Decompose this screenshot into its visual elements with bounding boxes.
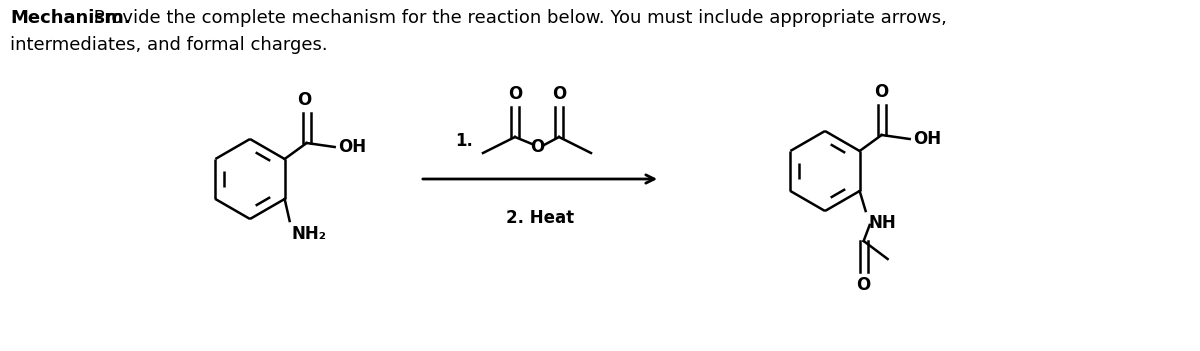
Text: 1.: 1.	[455, 132, 473, 150]
Text: NH: NH	[869, 214, 896, 232]
Text: OH: OH	[337, 138, 366, 156]
Text: NH₂: NH₂	[292, 225, 326, 243]
Text: O: O	[552, 85, 566, 103]
Text: 2. Heat: 2. Heat	[506, 209, 574, 227]
Text: O: O	[508, 85, 522, 103]
Text: OH: OH	[913, 130, 941, 148]
Text: O: O	[530, 138, 544, 156]
Text: O: O	[298, 91, 312, 109]
Text: intermediates, and formal charges.: intermediates, and formal charges.	[10, 36, 328, 54]
Text: O: O	[875, 83, 889, 101]
Text: O: O	[857, 276, 871, 294]
Text: Mechanism.: Mechanism.	[10, 9, 131, 27]
Text: Provide the complete mechanism for the reaction below. You must include appropri: Provide the complete mechanism for the r…	[88, 9, 947, 27]
